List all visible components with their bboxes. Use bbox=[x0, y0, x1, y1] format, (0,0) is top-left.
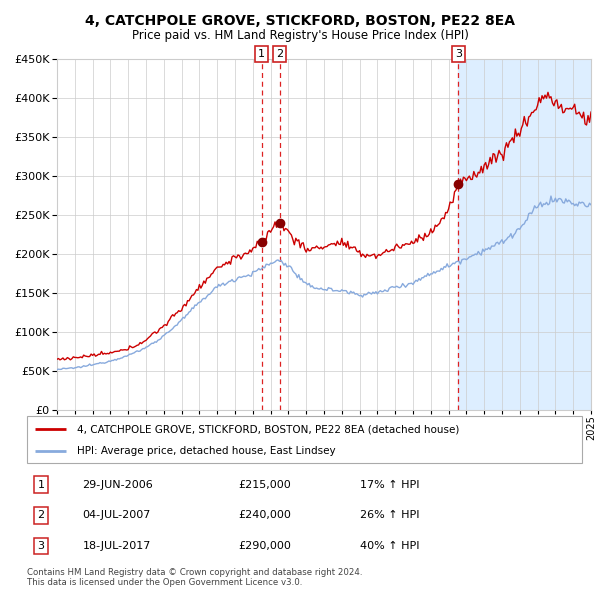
Text: £290,000: £290,000 bbox=[238, 541, 291, 551]
Text: 2: 2 bbox=[276, 49, 283, 59]
Text: Contains HM Land Registry data © Crown copyright and database right 2024.: Contains HM Land Registry data © Crown c… bbox=[27, 568, 362, 577]
Bar bbox=[458, 59, 600, 410]
Text: 1: 1 bbox=[37, 480, 44, 490]
Text: 4, CATCHPOLE GROVE, STICKFORD, BOSTON, PE22 8EA (detached house): 4, CATCHPOLE GROVE, STICKFORD, BOSTON, P… bbox=[77, 424, 460, 434]
Text: HPI: Average price, detached house, East Lindsey: HPI: Average price, detached house, East… bbox=[77, 447, 335, 456]
Text: This data is licensed under the Open Government Licence v3.0.: This data is licensed under the Open Gov… bbox=[27, 578, 302, 588]
Text: 3: 3 bbox=[455, 49, 462, 59]
Text: £215,000: £215,000 bbox=[238, 480, 290, 490]
Text: 2: 2 bbox=[37, 510, 44, 520]
Text: Price paid vs. HM Land Registry's House Price Index (HPI): Price paid vs. HM Land Registry's House … bbox=[131, 29, 469, 42]
Text: 1: 1 bbox=[258, 49, 265, 59]
Text: 04-JUL-2007: 04-JUL-2007 bbox=[83, 510, 151, 520]
Text: 18-JUL-2017: 18-JUL-2017 bbox=[83, 541, 151, 551]
Text: 40% ↑ HPI: 40% ↑ HPI bbox=[360, 541, 419, 551]
Text: 4, CATCHPOLE GROVE, STICKFORD, BOSTON, PE22 8EA: 4, CATCHPOLE GROVE, STICKFORD, BOSTON, P… bbox=[85, 14, 515, 28]
Text: 29-JUN-2006: 29-JUN-2006 bbox=[83, 480, 153, 490]
Text: 17% ↑ HPI: 17% ↑ HPI bbox=[360, 480, 419, 490]
Text: 3: 3 bbox=[37, 541, 44, 551]
Text: 26% ↑ HPI: 26% ↑ HPI bbox=[360, 510, 419, 520]
Text: £240,000: £240,000 bbox=[238, 510, 291, 520]
